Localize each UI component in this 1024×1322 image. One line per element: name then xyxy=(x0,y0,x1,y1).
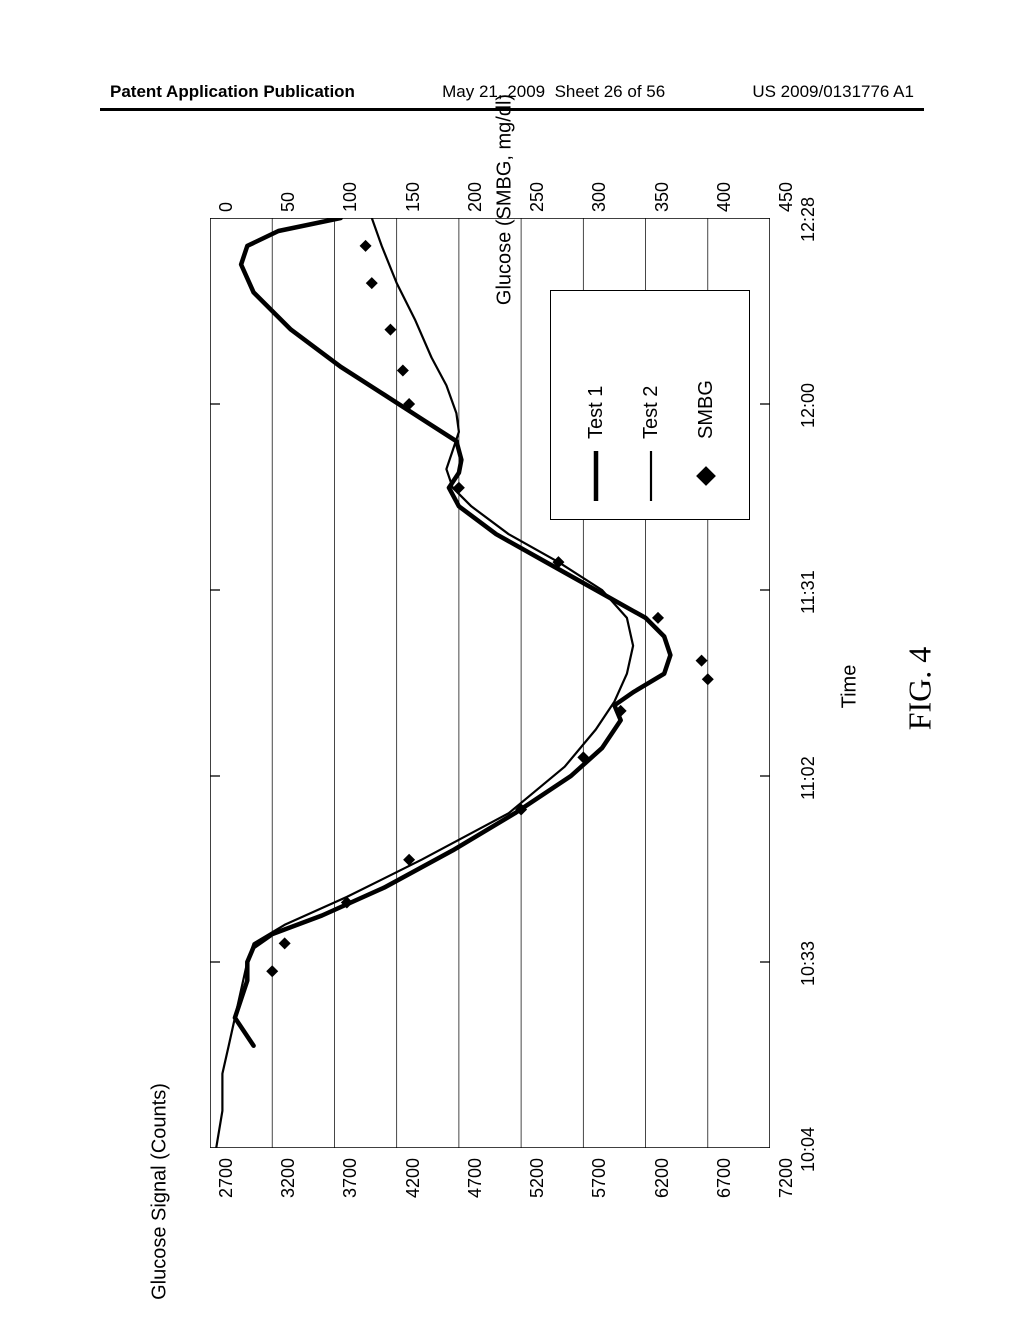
y1-tick-label: 6700 xyxy=(714,1158,735,1198)
y2-tick-label: 0 xyxy=(216,202,237,212)
x-tick-label: 12:28 xyxy=(798,197,819,242)
y1-tick-label: 4700 xyxy=(465,1158,486,1198)
y1-tick-label: 5200 xyxy=(527,1158,548,1198)
y1-axis-label: Glucose Signal (Counts) xyxy=(149,1062,172,1322)
x-tick-label: 11:31 xyxy=(798,570,819,614)
figure-caption: FIG. 4 xyxy=(902,629,939,749)
y1-tick-label: 2700 xyxy=(216,1158,237,1198)
x-tick-label: 11:02 xyxy=(798,756,819,800)
legend: Test 1 Test 2 SMBG xyxy=(550,290,750,520)
y1-tick-label: 7200 xyxy=(776,1158,797,1198)
y1-tick-label: 3700 xyxy=(340,1158,361,1198)
y1-tick-label: 3200 xyxy=(278,1158,299,1198)
y2-tick-label: 250 xyxy=(527,182,548,212)
y2-tick-label: 450 xyxy=(776,182,797,212)
y2-tick-label: 300 xyxy=(589,182,610,212)
figure-wrap: Glucose (SMBG, mg/dl) Glucose Signal (Co… xyxy=(80,170,944,1260)
y2-tick-label: 350 xyxy=(652,182,673,212)
x-tick-label: 10:33 xyxy=(798,941,819,986)
y2-tick-label: 50 xyxy=(278,192,299,212)
header-date-sheet: May 21, 2009 Sheet 26 of 56 xyxy=(442,82,665,102)
y1-tick-label: 5700 xyxy=(589,1158,610,1198)
y2-tick-label: 200 xyxy=(465,182,486,212)
header-pubno: US 2009/0131776 A1 xyxy=(752,82,914,102)
x-tick-label: 10:04 xyxy=(798,1127,819,1172)
y2-tick-label: 100 xyxy=(340,182,361,212)
x-tick-label: 12:00 xyxy=(798,383,819,428)
header-publication: Patent Application Publication xyxy=(110,82,355,102)
y1-tick-label: 4200 xyxy=(403,1158,424,1198)
legend-item-0: Test 1 xyxy=(585,386,607,439)
y1-tick-label: 6200 xyxy=(652,1158,673,1198)
legend-item-2: SMBG xyxy=(695,380,717,439)
legend-svg: Test 1 Test 2 SMBG xyxy=(551,291,751,521)
y2-tick-label: 400 xyxy=(714,182,735,212)
legend-item-1: Test 2 xyxy=(640,386,662,439)
x-axis-label: Time xyxy=(839,647,862,727)
y2-tick-label: 150 xyxy=(403,182,424,212)
